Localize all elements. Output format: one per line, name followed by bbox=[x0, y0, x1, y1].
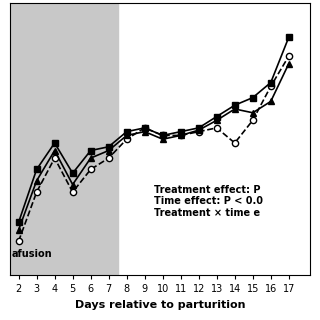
Text: afusion: afusion bbox=[12, 249, 52, 259]
X-axis label: Days relative to parturition: Days relative to parturition bbox=[75, 300, 245, 310]
Bar bbox=[10, 3, 118, 275]
Text: Treatment effect: P
Time effect: P < 0.0
Treatment × time e: Treatment effect: P Time effect: P < 0.0… bbox=[154, 185, 263, 218]
